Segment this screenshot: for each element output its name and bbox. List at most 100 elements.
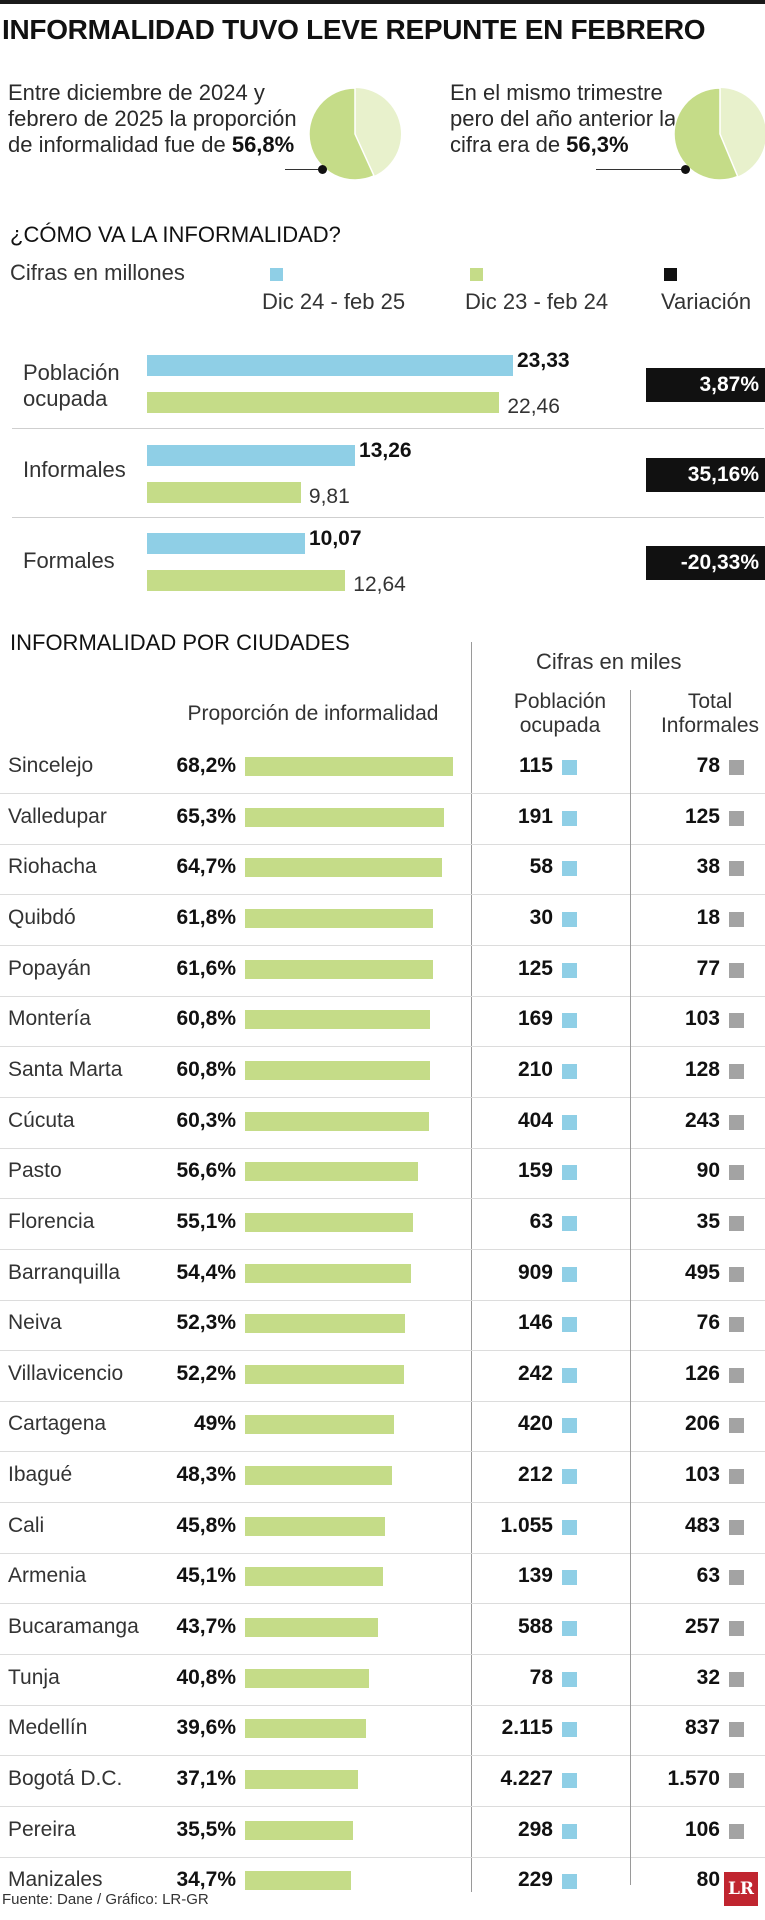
city-bar bbox=[245, 1010, 431, 1029]
city-row-separator bbox=[0, 844, 765, 845]
pie-left-dot bbox=[318, 165, 327, 174]
intro-left: Entre diciembre de 2024 y febrero de 202… bbox=[8, 80, 298, 158]
city-proportion: 34,7% bbox=[176, 1868, 236, 1891]
informales-swatch bbox=[729, 1520, 744, 1535]
city-informales: 35 bbox=[696, 1210, 720, 1233]
col-header-proportion: Proporción de informalidad bbox=[187, 702, 439, 725]
city-bar bbox=[245, 1264, 411, 1283]
city-row-separator bbox=[0, 1806, 765, 1807]
city-proportion: 49% bbox=[193, 1412, 236, 1435]
city-name: Barranquilla bbox=[8, 1261, 121, 1284]
bar-previous-label: 12,64 bbox=[353, 573, 406, 596]
city-proportion: 37,1% bbox=[176, 1767, 236, 1790]
city-row-separator bbox=[0, 1502, 765, 1503]
city-bar bbox=[245, 1061, 431, 1080]
city-informales: 1.570 bbox=[667, 1767, 720, 1790]
informales-swatch bbox=[729, 1216, 744, 1231]
city-bar bbox=[245, 1415, 395, 1434]
section1-subtitle: Cifras en millones bbox=[10, 260, 185, 285]
poblacion-swatch bbox=[562, 1722, 577, 1737]
city-proportion: 60,8% bbox=[176, 1058, 236, 1081]
bar-previous bbox=[147, 482, 301, 503]
poblacion-swatch bbox=[562, 1418, 577, 1433]
row-separator bbox=[12, 428, 764, 429]
city-row-separator bbox=[0, 1046, 765, 1047]
city-row-separator bbox=[0, 945, 765, 946]
city-proportion: 54,4% bbox=[176, 1261, 236, 1284]
city-informales: 18 bbox=[696, 906, 720, 929]
city-name: Manizales bbox=[8, 1868, 103, 1891]
city-row-separator bbox=[0, 1857, 765, 1858]
city-bar bbox=[245, 1314, 405, 1333]
informales-swatch bbox=[729, 1418, 744, 1433]
section1-title: ¿CÓMO VA LA INFORMALIDAD? bbox=[10, 222, 341, 247]
bar-previous bbox=[147, 392, 500, 413]
bar-current bbox=[147, 355, 513, 376]
city-poblacion: 588 bbox=[517, 1615, 553, 1638]
city-name: Villavicencio bbox=[8, 1362, 124, 1385]
city-poblacion: 78 bbox=[529, 1666, 553, 1689]
city-proportion: 45,1% bbox=[176, 1564, 236, 1587]
city-proportion: 40,8% bbox=[176, 1666, 236, 1689]
city-proportion: 61,6% bbox=[176, 957, 236, 980]
city-informales: 495 bbox=[684, 1261, 720, 1284]
city-name: Montería bbox=[8, 1007, 91, 1030]
city-informales: 126 bbox=[684, 1362, 720, 1385]
city-informales: 243 bbox=[684, 1109, 720, 1132]
city-name: Pereira bbox=[8, 1818, 76, 1841]
variation-badge: 3,87% bbox=[646, 368, 765, 402]
poblacion-swatch bbox=[562, 1368, 577, 1383]
city-row-separator bbox=[0, 1097, 765, 1098]
informales-swatch bbox=[729, 1115, 744, 1130]
pie-chart-current bbox=[308, 87, 401, 181]
poblacion-swatch bbox=[562, 760, 577, 775]
city-informales: 128 bbox=[684, 1058, 720, 1081]
poblacion-swatch bbox=[562, 1672, 577, 1687]
city-poblacion: 63 bbox=[529, 1210, 553, 1233]
city-row-separator bbox=[0, 1148, 765, 1149]
city-poblacion: 1.055 bbox=[500, 1514, 553, 1537]
bar-current-label: 13,26 bbox=[359, 439, 412, 462]
poblacion-swatch bbox=[562, 1773, 577, 1788]
poblacion-swatch bbox=[562, 1874, 577, 1889]
city-name: Riohacha bbox=[8, 855, 97, 878]
city-proportion: 55,1% bbox=[176, 1210, 236, 1233]
city-proportion: 61,8% bbox=[176, 906, 236, 929]
informales-swatch bbox=[729, 1469, 744, 1484]
category-label: Población ocupada bbox=[23, 360, 120, 411]
city-proportion: 39,6% bbox=[176, 1716, 236, 1739]
city-name: Cali bbox=[8, 1514, 45, 1537]
city-bar bbox=[245, 1567, 383, 1586]
legend-green-swatch bbox=[470, 268, 483, 281]
legend-current: Dic 24 - feb 25 bbox=[262, 289, 406, 314]
source-footer: Fuente: Dane / Gráfico: LR-GR bbox=[2, 1891, 209, 1908]
col-header-informales: Total Informales bbox=[660, 690, 760, 737]
top-rule bbox=[0, 0, 765, 4]
col-header-poblacion: Población ocupada bbox=[513, 690, 607, 737]
informales-swatch bbox=[729, 1317, 744, 1332]
bar-current-label: 10,07 bbox=[308, 527, 362, 550]
city-row-separator bbox=[0, 1350, 765, 1351]
variation-badge: -20,33% bbox=[646, 546, 765, 580]
intro-left-text: Entre diciembre de 2024 y febrero de 202… bbox=[8, 80, 297, 157]
city-informales: 90 bbox=[696, 1159, 720, 1182]
informales-swatch bbox=[729, 963, 744, 978]
lr-logo: LR bbox=[724, 1872, 758, 1906]
city-informales: 32 bbox=[696, 1666, 720, 1689]
numeric-column-divider bbox=[630, 690, 631, 1885]
legend-blue-swatch bbox=[270, 268, 283, 281]
city-bar bbox=[245, 1213, 414, 1232]
city-proportion: 56,6% bbox=[176, 1159, 236, 1182]
poblacion-swatch bbox=[562, 1621, 577, 1636]
city-bar bbox=[245, 1162, 418, 1181]
informales-swatch bbox=[729, 1013, 744, 1028]
city-informales: 103 bbox=[684, 1463, 720, 1486]
poblacion-swatch bbox=[562, 1317, 577, 1332]
city-poblacion: 58 bbox=[529, 855, 553, 878]
city-name: Medellín bbox=[8, 1716, 88, 1739]
intro-right-value: 56,3% bbox=[566, 132, 629, 157]
row-separator bbox=[12, 517, 764, 518]
city-name: Santa Marta bbox=[8, 1058, 123, 1081]
city-bar bbox=[245, 858, 443, 877]
bar-current bbox=[147, 445, 356, 466]
